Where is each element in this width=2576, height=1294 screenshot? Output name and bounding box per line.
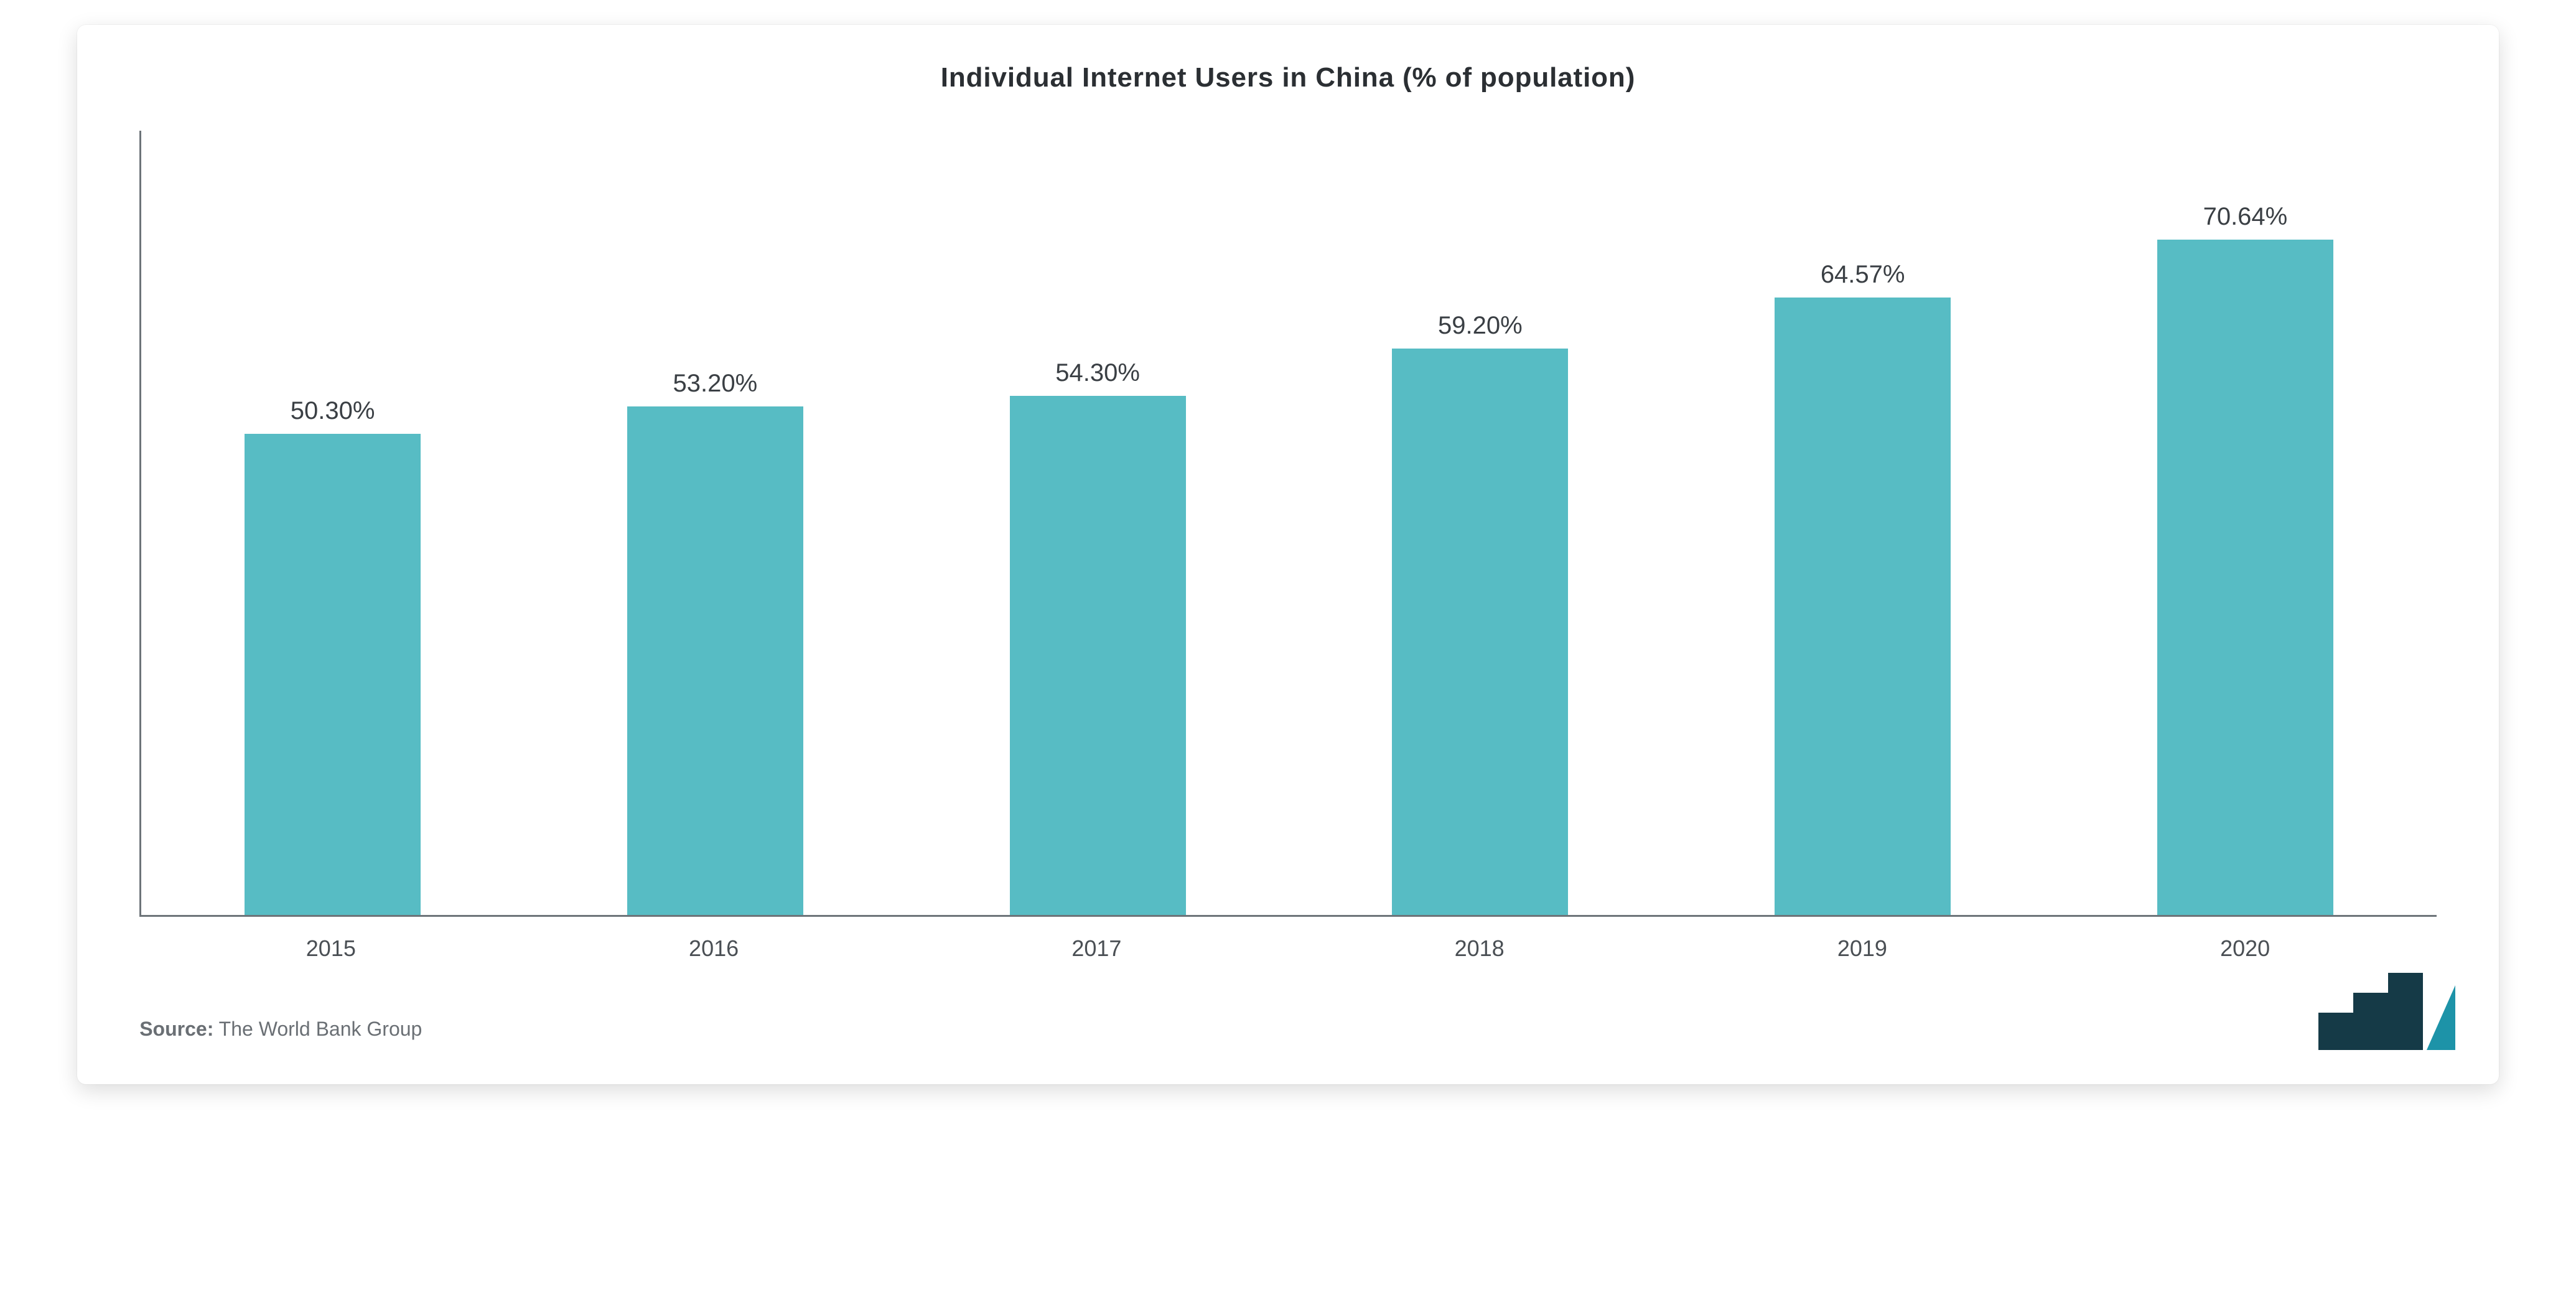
- bar-value-label: 50.30%: [291, 397, 375, 425]
- bar-value-label: 53.20%: [673, 370, 758, 398]
- bar-rect: [627, 406, 803, 915]
- bar-rect: [2157, 240, 2333, 915]
- source-text: The World Bank Group: [219, 1018, 422, 1040]
- logo-bar: [2318, 1013, 2353, 1050]
- bar-slot: 70.64%: [2054, 131, 2437, 915]
- bar-rect: [245, 434, 421, 915]
- logo-bar: [2388, 973, 2423, 1050]
- source-line: Source: The World Bank Group: [139, 1018, 2455, 1041]
- bar-slot: 54.30%: [907, 131, 1289, 915]
- x-label: 2020: [2054, 935, 2437, 962]
- bar-rect: [1010, 396, 1186, 915]
- bar-value-label: 59.20%: [1438, 312, 1523, 340]
- bar-slot: 59.20%: [1289, 131, 1672, 915]
- bar-value-label: 70.64%: [2203, 203, 2288, 231]
- x-label: 2017: [905, 935, 1288, 962]
- bar-slot: 53.20%: [524, 131, 907, 915]
- plot-area: 50.30% 53.20% 54.30% 59.20% 64.57% 70.64…: [139, 131, 2437, 917]
- x-label: 2016: [522, 935, 905, 962]
- bar-value-label: 54.30%: [1055, 359, 1140, 387]
- x-label: 2019: [1671, 935, 2053, 962]
- source-label: Source:: [139, 1018, 213, 1040]
- logo-triangle-icon: [2427, 985, 2455, 1050]
- chart-card: Individual Internet Users in China (% of…: [77, 25, 2499, 1084]
- x-label: 2015: [139, 935, 522, 962]
- brand-logo-icon: [2318, 973, 2455, 1050]
- bars-container: 50.30% 53.20% 54.30% 59.20% 64.57% 70.64…: [141, 131, 2437, 915]
- chart-title: Individual Internet Users in China (% of…: [121, 62, 2455, 93]
- x-axis-labels: 2015 2016 2017 2018 2019 2020: [139, 935, 2437, 962]
- bar-slot: 50.30%: [141, 131, 524, 915]
- logo-bar: [2353, 993, 2388, 1050]
- bar-rect: [1775, 298, 1951, 915]
- bar-rect: [1392, 349, 1568, 915]
- bar-slot: 64.57%: [1671, 131, 2054, 915]
- x-label: 2018: [1288, 935, 1671, 962]
- bar-value-label: 64.57%: [1821, 261, 1905, 289]
